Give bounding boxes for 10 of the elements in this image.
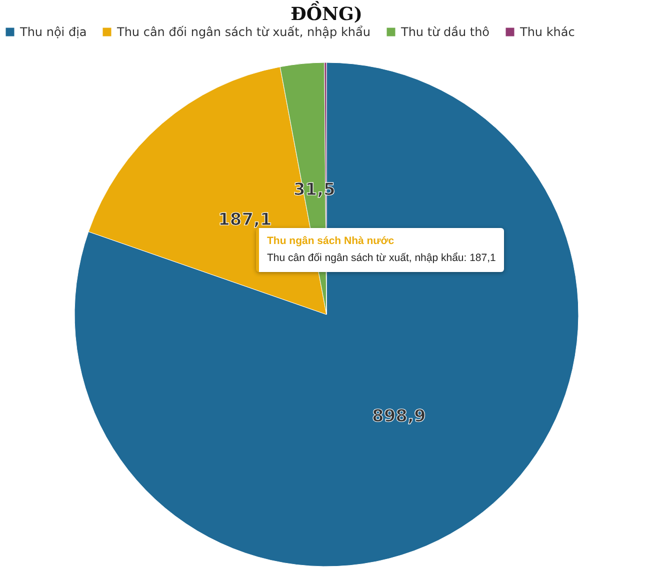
legend-label: Thu từ dầu thô bbox=[400, 25, 490, 39]
legend-label: Thu cân đối ngân sách từ xuất, nhập khẩu bbox=[116, 25, 370, 39]
text: Thu ngân sách Nhà nước bbox=[267, 234, 396, 249]
data-label: 187,1 bbox=[218, 210, 272, 230]
chart-title: ĐỒNG) bbox=[290, 1, 362, 25]
data-label: 898,9 bbox=[372, 406, 426, 426]
legend-label: Thu nội địa bbox=[19, 25, 87, 39]
text: Thu cân đối ngân sách từ xuất, nhập khẩu: 187,1 bbox=[267, 251, 496, 266]
legend-label: Thu khác bbox=[519, 25, 575, 39]
pie-slice bbox=[74, 62, 579, 567]
